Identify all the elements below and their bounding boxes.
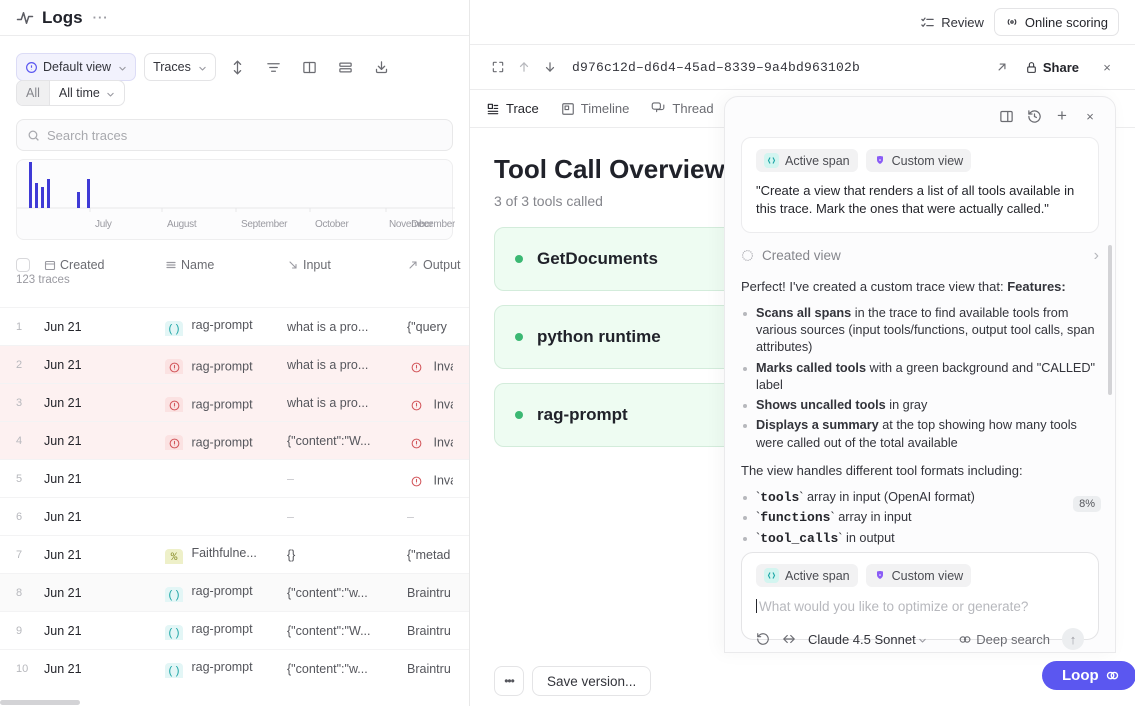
svg-text:October: October: [315, 219, 349, 230]
svg-text:July: July: [95, 219, 112, 230]
svg-text:September: September: [241, 219, 288, 230]
svg-text:December: December: [411, 219, 455, 230]
svg-text:August: August: [167, 219, 197, 230]
